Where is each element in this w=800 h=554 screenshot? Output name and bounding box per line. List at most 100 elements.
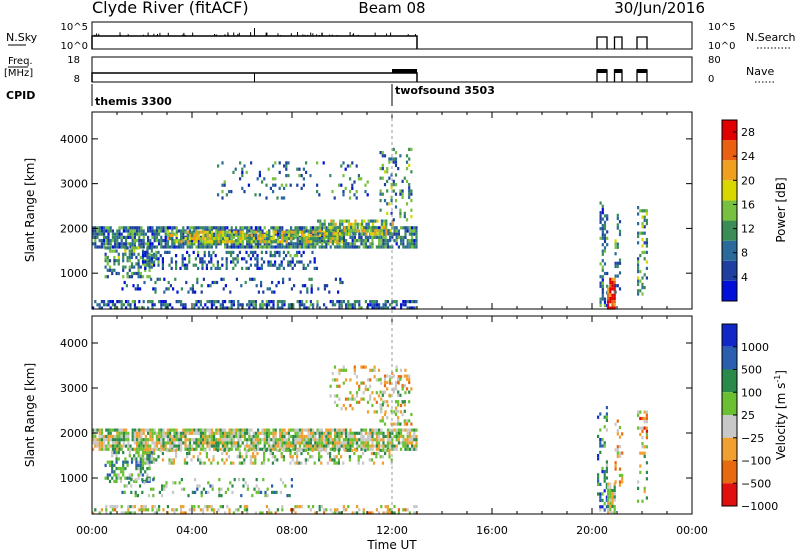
range-cell (92, 447, 95, 451)
range-cell (376, 219, 379, 223)
range-cell (212, 250, 215, 254)
range-cell (142, 300, 145, 304)
range-cell (169, 431, 172, 435)
range-cell (143, 280, 146, 285)
range-cell (351, 431, 354, 435)
range-cell (639, 410, 642, 414)
x-tick-label: 20:00 (576, 524, 608, 537)
range-cell (267, 458, 270, 462)
range-cell (300, 461, 303, 465)
range-cell (599, 211, 602, 215)
range-cell (340, 431, 343, 435)
range-cell (360, 242, 363, 246)
range-cell (410, 215, 413, 219)
range-cell (380, 410, 383, 414)
range-cell (155, 444, 158, 448)
range-cell (246, 484, 249, 488)
range-cell (157, 263, 160, 267)
range-cell (149, 438, 152, 442)
range-cell (170, 458, 173, 462)
range-cell (115, 259, 118, 263)
range-cell (128, 476, 131, 480)
range-cell (263, 458, 266, 462)
range-cell (173, 232, 176, 236)
range-cell (408, 390, 411, 394)
range-cell (346, 164, 349, 168)
range-cell (122, 303, 125, 307)
range-cell (384, 242, 387, 246)
range-cell (182, 505, 185, 509)
range-cell (402, 245, 405, 249)
range-cell (243, 438, 246, 442)
range-cell (125, 484, 128, 488)
range-cell (173, 434, 176, 439)
range-cell (327, 444, 330, 448)
range-cell (637, 222, 640, 226)
range-cell (394, 205, 398, 209)
range-cell (211, 233, 214, 237)
range-cell (302, 183, 305, 187)
range-cell (279, 431, 282, 435)
range-cell (158, 505, 161, 509)
range-cell (219, 303, 222, 307)
range-cell (107, 232, 110, 236)
range-cell (303, 428, 306, 432)
range-cell (369, 300, 372, 304)
range-cell (399, 410, 403, 414)
range-cell (305, 434, 308, 439)
range-cell (175, 448, 178, 452)
range-cell (277, 237, 280, 241)
range-cell (230, 260, 233, 264)
x-tick-label: 00:00 (676, 524, 708, 537)
range-cell (136, 444, 139, 448)
range-cell (199, 434, 202, 439)
range-cell (609, 280, 612, 285)
range-cell (106, 460, 109, 464)
range-cell (323, 237, 326, 241)
range-cell (345, 428, 348, 432)
range-cell (146, 250, 149, 254)
range-cell (166, 303, 169, 307)
range-cell (603, 239, 607, 244)
colorbar-segment (722, 280, 737, 301)
range-cell (639, 432, 642, 437)
range-cell (186, 263, 189, 267)
range-cell (279, 242, 282, 246)
range-cell (259, 242, 262, 246)
range-cell (641, 499, 644, 503)
range-cell (158, 232, 161, 236)
range-cell (213, 447, 216, 451)
range-cell (166, 511, 169, 515)
range-cell (301, 300, 304, 304)
range-cell (266, 487, 269, 491)
range-cell (320, 242, 323, 246)
range-cell (210, 242, 213, 246)
range-cell (122, 428, 125, 432)
range-cell (362, 434, 365, 439)
range-cell (111, 268, 114, 272)
range-cell (219, 447, 222, 451)
range-cell (196, 484, 199, 488)
range-cell (107, 303, 110, 307)
range-cell (369, 428, 372, 432)
range-cell (175, 233, 178, 237)
range-cell (173, 511, 176, 515)
range-cell (254, 250, 257, 254)
range-cell (221, 196, 224, 200)
range-cell (147, 478, 150, 482)
range-cell (309, 245, 312, 249)
range-cell (402, 508, 405, 512)
range-cell (382, 434, 385, 439)
range-cell (188, 226, 191, 230)
range-cell (256, 257, 259, 261)
range-cell (614, 245, 617, 249)
colorbar-tick-label: 4 (741, 271, 748, 284)
range-cell (136, 232, 139, 236)
range-cell (197, 237, 200, 241)
range-cell (390, 186, 393, 190)
range-cell (403, 419, 406, 423)
range-cell (285, 438, 288, 442)
range-cell (266, 287, 269, 291)
range-cell (342, 505, 345, 509)
range-cell (180, 508, 183, 512)
